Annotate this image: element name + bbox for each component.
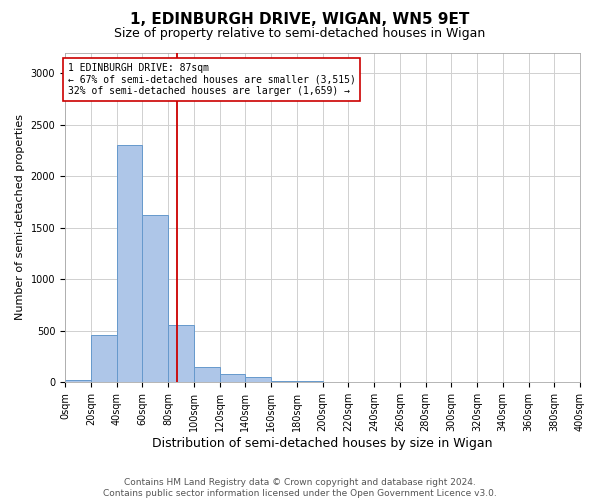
Text: Contains HM Land Registry data © Crown copyright and database right 2024.
Contai: Contains HM Land Registry data © Crown c… <box>103 478 497 498</box>
Bar <box>65 380 91 382</box>
Text: 1 EDINBURGH DRIVE: 87sqm
← 67% of semi-detached houses are smaller (3,515)
32% o: 1 EDINBURGH DRIVE: 87sqm ← 67% of semi-d… <box>68 63 355 96</box>
Bar <box>91 335 116 382</box>
Bar <box>142 216 168 382</box>
Bar <box>194 367 220 382</box>
Y-axis label: Number of semi-detached properties: Number of semi-detached properties <box>15 114 25 320</box>
Text: Size of property relative to semi-detached houses in Wigan: Size of property relative to semi-detach… <box>115 28 485 40</box>
X-axis label: Distribution of semi-detached houses by size in Wigan: Distribution of semi-detached houses by … <box>152 437 493 450</box>
Text: 1, EDINBURGH DRIVE, WIGAN, WN5 9ET: 1, EDINBURGH DRIVE, WIGAN, WN5 9ET <box>130 12 470 28</box>
Bar <box>168 324 194 382</box>
Bar <box>116 146 142 382</box>
Bar <box>245 377 271 382</box>
Bar <box>220 374 245 382</box>
